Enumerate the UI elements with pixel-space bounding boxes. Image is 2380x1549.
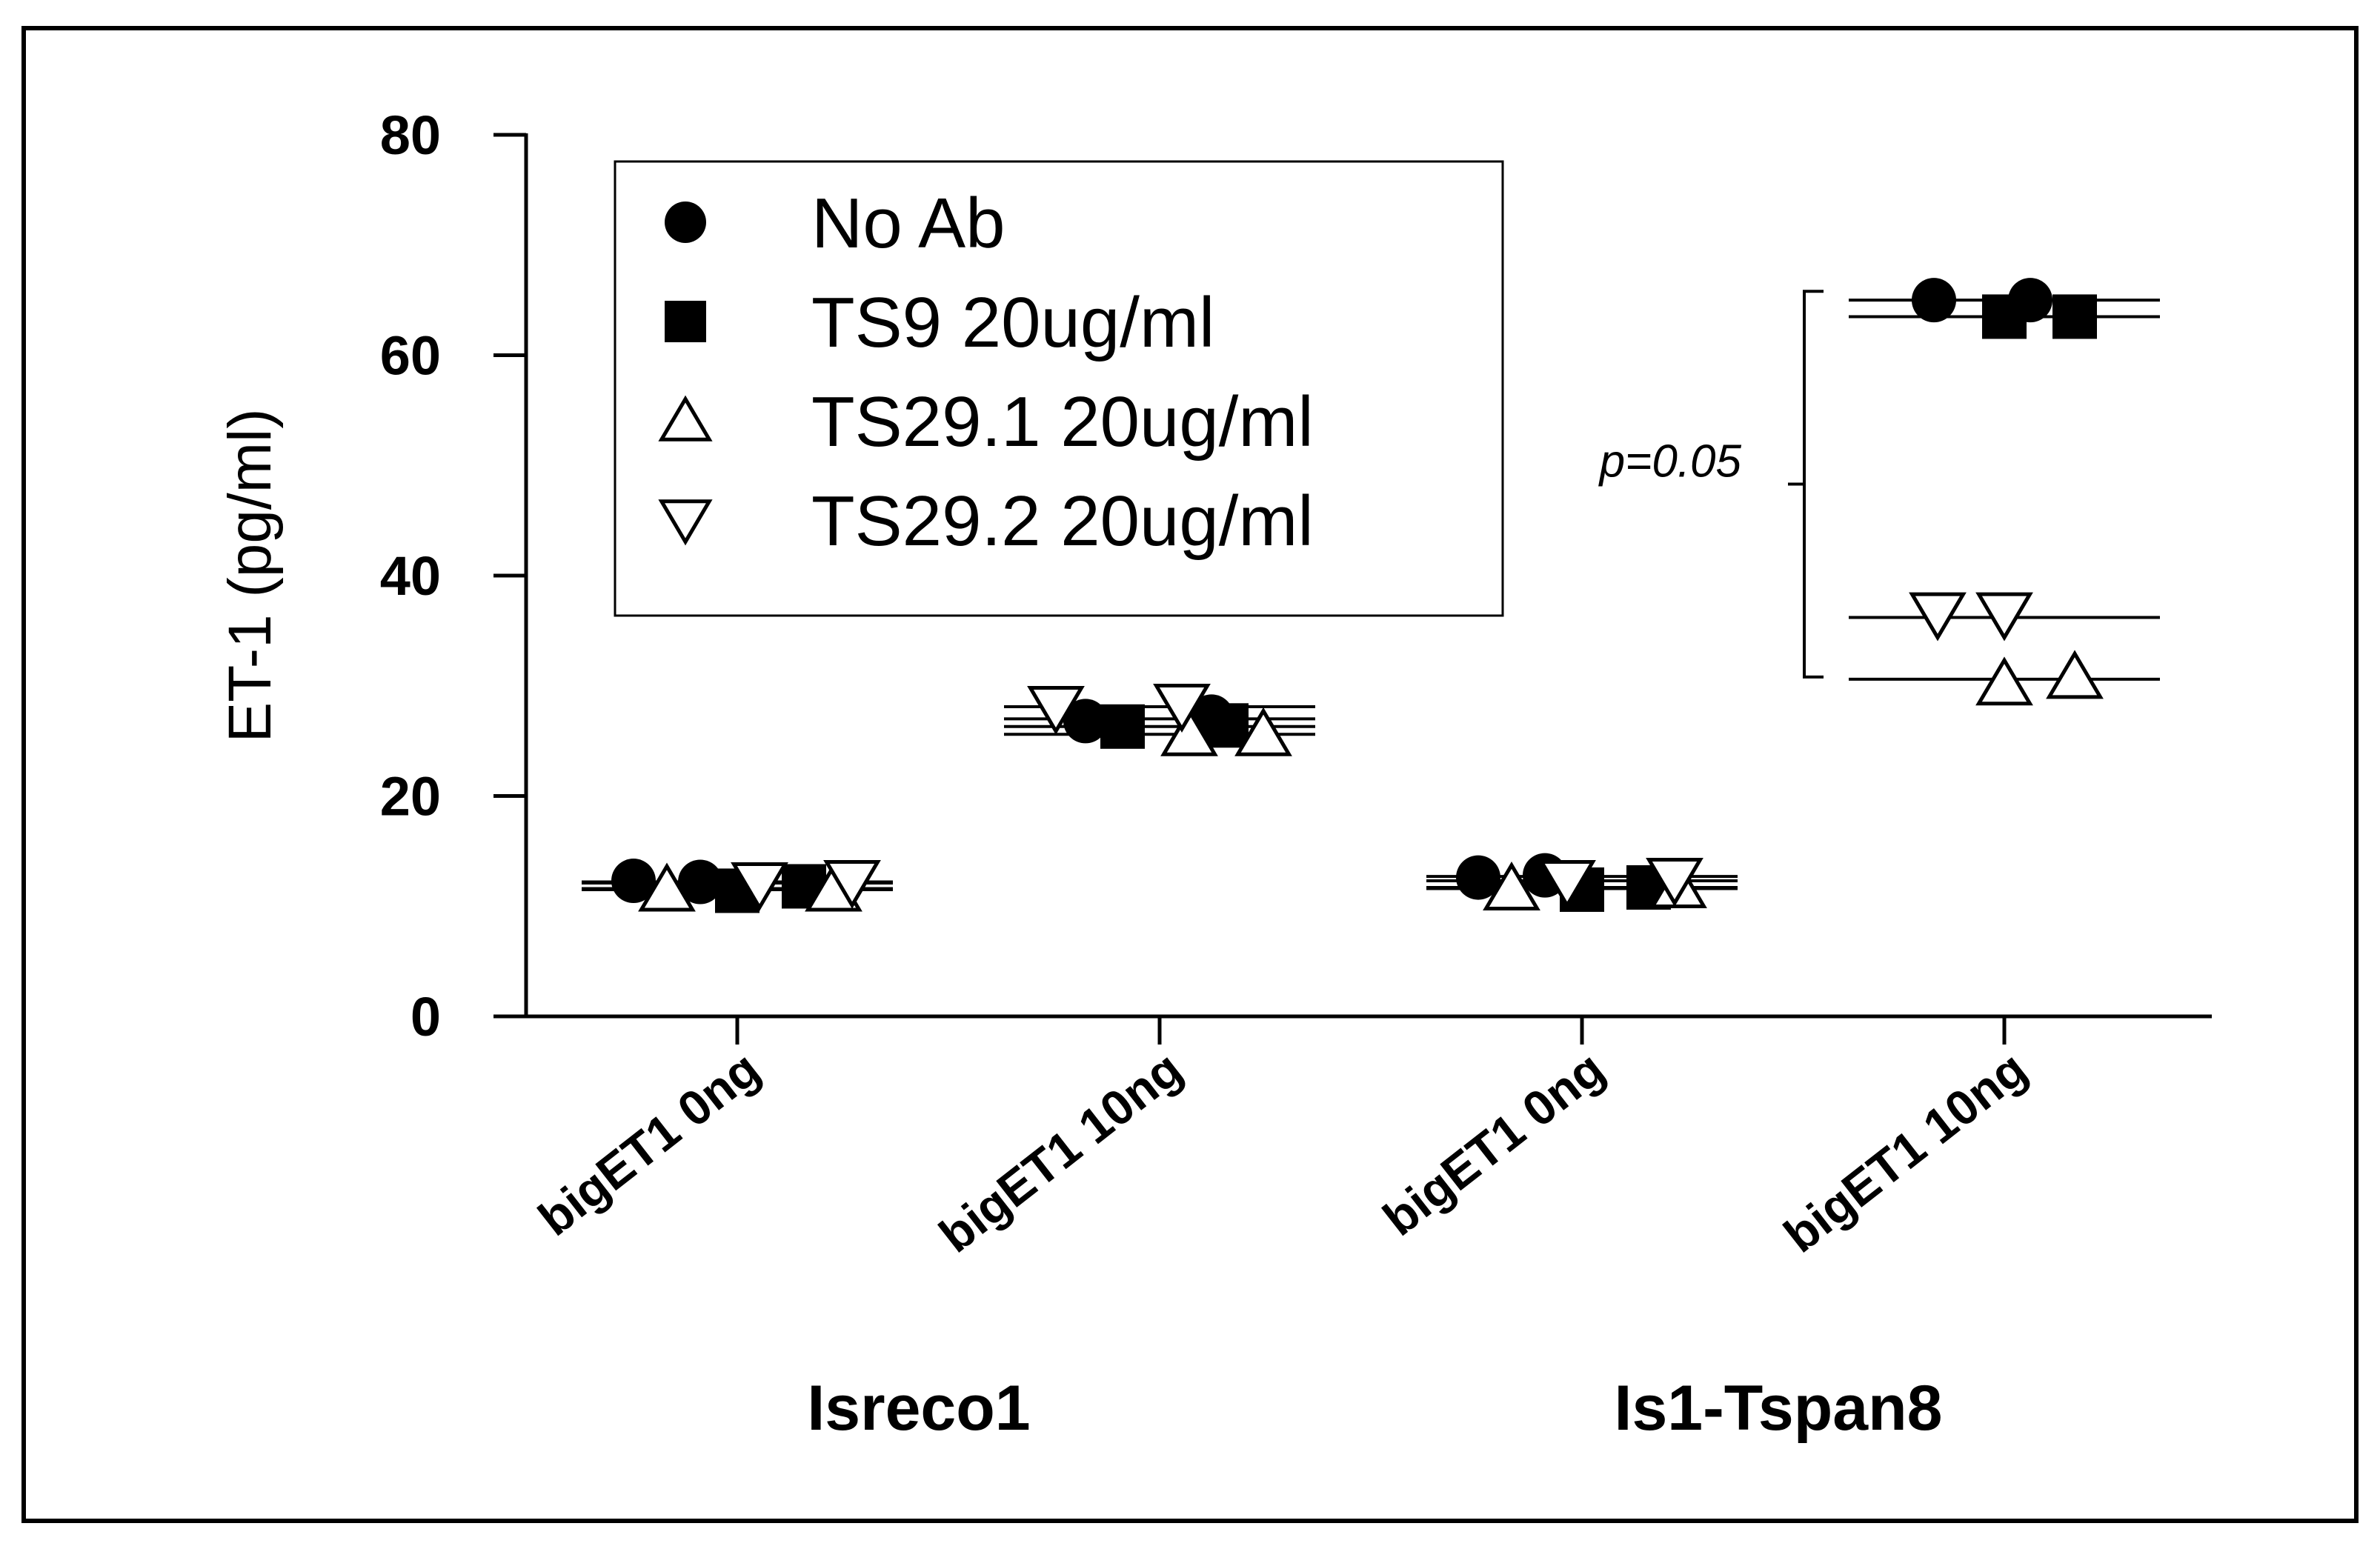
data-point-square	[1204, 703, 1249, 748]
y-tick-label: 80	[380, 104, 441, 166]
y-tick-label: 40	[380, 545, 441, 607]
legend-label: TS9 20ug/ml	[811, 283, 1214, 362]
data-point-triangle-up	[1975, 656, 2033, 706]
data-point-circle	[678, 859, 722, 905]
data-point-triangle-down	[1646, 858, 1703, 907]
data-point-circle	[611, 859, 656, 904]
significance-bracket	[1788, 290, 1824, 679]
legend-marker-square	[665, 301, 706, 342]
data-point-triangle-down	[1027, 686, 1085, 735]
legend-marker-circle	[665, 201, 706, 243]
data-point-triangle-down	[1538, 860, 1596, 909]
data-point-triangle-down	[1909, 592, 1967, 642]
data-point-triangle-down	[1153, 684, 1211, 733]
data-point-triangle-down	[823, 860, 881, 909]
group-label: Is1-Tspan8	[1615, 1373, 1943, 1444]
data-point-square	[1982, 294, 2027, 339]
data-point-triangle-up	[1483, 862, 1540, 910]
legend-marker-triangle-down	[658, 499, 713, 546]
y-tick-label: 0	[410, 986, 441, 1047]
data-point-square	[1100, 704, 1145, 749]
legend-label: TS29.1 20ug/ml	[811, 382, 1314, 462]
data-point-circle	[1912, 278, 1956, 323]
legend-marker-triangle-up	[658, 395, 713, 442]
y-tick-label: 20	[380, 766, 441, 827]
p-value-label: p=0.05	[1598, 436, 1742, 487]
data-point-square	[2052, 294, 2097, 339]
data-point-triangle-down	[731, 862, 788, 911]
data-point-triangle-up	[1160, 707, 1218, 756]
data-point-circle	[1456, 855, 1500, 900]
data-point-triangle-down	[1975, 592, 2033, 642]
data-point-circle	[1063, 699, 1108, 744]
legend-box	[614, 160, 1504, 617]
legend: No Ab TS9 20ug/ml TS29.1 20ug/ml TS29.2 20u…	[614, 160, 1504, 617]
legend-label: TS29.2 20ug/ml	[811, 482, 1314, 561]
y-axis-label: ET-1 (pg/ml)	[216, 408, 284, 742]
significance-annotation: p=0.05	[1598, 290, 1824, 679]
group-label: Isreco1	[807, 1373, 1030, 1444]
data-point-triangle-up	[1234, 707, 1292, 756]
y-tick-label: 60	[380, 325, 441, 387]
data-point-triangle-up	[2046, 650, 2104, 699]
data-points	[611, 278, 2104, 913]
legend-label: No Ab	[811, 184, 1005, 263]
data-point-triangle-up	[638, 862, 696, 912]
